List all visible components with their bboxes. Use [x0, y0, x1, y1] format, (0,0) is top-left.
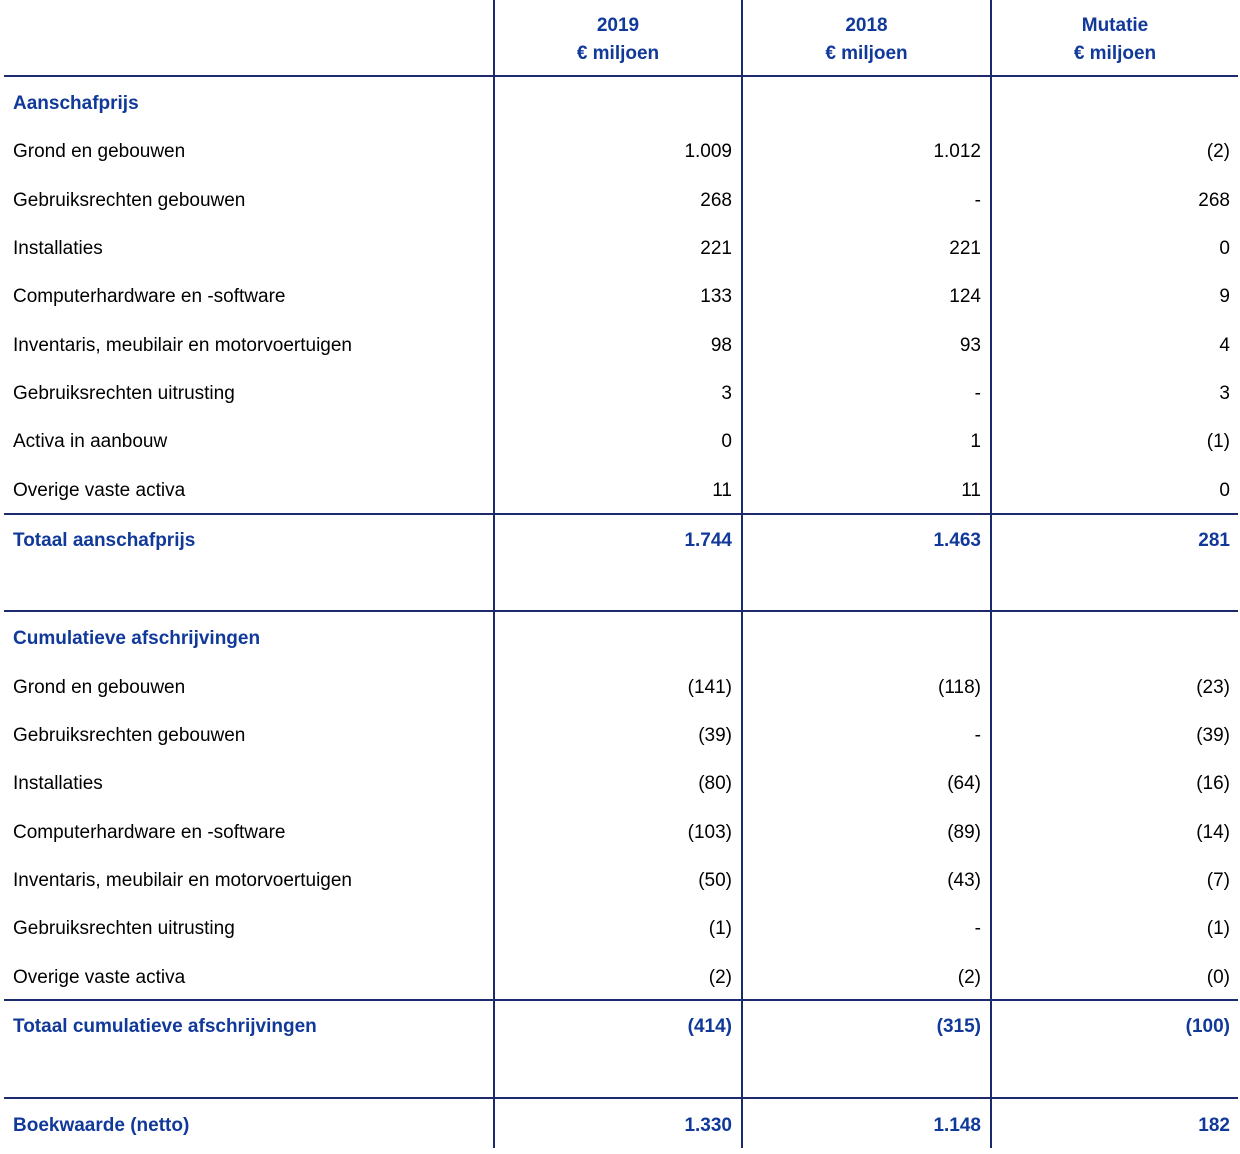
value-2018: - [974, 190, 981, 211]
row-label: Gebruiksrechten gebouwen [13, 725, 246, 746]
value-mutatie: 0 [1219, 480, 1230, 501]
row-label: Installaties [13, 238, 103, 259]
row-label: Gebruiksrechten gebouwen [13, 190, 246, 211]
total-2018: (315) [936, 1016, 981, 1037]
total-2019: (414) [687, 1016, 732, 1037]
row-label: Inventaris, meubilair en motorvoertuigen [13, 335, 353, 356]
column-divider-1 [493, 0, 495, 1148]
header-mutatie: Mutatie € miljoen [992, 12, 1238, 68]
row-label: Computerhardware en -software [13, 286, 286, 307]
row-label: Gebruiksrechten uitrusting [13, 918, 235, 939]
row-label: Overige vaste activa [13, 967, 186, 988]
column-divider-3 [990, 0, 992, 1148]
row-label: Gebruiksrechten uitrusting [13, 383, 235, 404]
boekwaarde-2018: 1.148 [933, 1115, 981, 1136]
value-2019: 98 [710, 335, 732, 356]
header-2018: 2018 € miljoen [743, 12, 990, 68]
row-label: Grond en gebouwen [13, 141, 186, 162]
value-mutatie: (2) [1206, 141, 1230, 162]
value-2018: 1.012 [933, 141, 981, 162]
value-mutatie: (14) [1196, 822, 1230, 843]
value-mutatie: 3 [1219, 383, 1230, 404]
section2-total-rule [4, 999, 1238, 1001]
header-mutatie-label: Mutatie [1081, 15, 1149, 36]
boekwaarde-label: Boekwaarde (netto) [13, 1115, 190, 1136]
header-mutatie-unit: € miljoen [1073, 43, 1157, 64]
row-label: Overige vaste activa [13, 480, 186, 501]
value-2018: - [974, 725, 981, 746]
value-2019: (1) [708, 918, 732, 939]
row-label: Computerhardware en -software [13, 822, 286, 843]
value-mutatie: 0 [1219, 238, 1230, 259]
column-divider-2 [741, 0, 743, 1148]
header-2019: 2019 € miljoen [495, 12, 741, 68]
value-2019: 221 [700, 238, 732, 259]
value-mutatie: (1) [1206, 918, 1230, 939]
total-2019: 1.744 [684, 530, 732, 551]
value-2018: 124 [949, 286, 981, 307]
value-2019: 11 [712, 480, 732, 501]
total-label: Totaal aanschafprijs [13, 530, 196, 551]
value-2018: 93 [959, 335, 981, 356]
value-mutatie: 9 [1219, 286, 1230, 307]
value-2018: 11 [961, 480, 981, 501]
value-2019: 1.009 [684, 141, 732, 162]
total-mutatie: (100) [1185, 1016, 1230, 1037]
value-mutatie: (16) [1196, 773, 1230, 794]
value-mutatie: (39) [1196, 725, 1230, 746]
value-2018: - [974, 918, 981, 939]
header-rule [4, 75, 1238, 77]
total-label: Totaal cumulatieve afschrijvingen [13, 1016, 317, 1037]
section1-total-rule [4, 513, 1238, 515]
value-mutatie: (7) [1206, 870, 1230, 891]
value-mutatie: 268 [1198, 190, 1230, 211]
row-label: Grond en gebouwen [13, 677, 186, 698]
header-2019-year: 2019 [596, 15, 640, 36]
row-label: Inventaris, meubilair en motorvoertuigen [13, 870, 353, 891]
section2-top-rule [4, 610, 1238, 612]
value-2018: (64) [947, 773, 981, 794]
value-2018: (118) [938, 677, 981, 698]
value-2019: (103) [687, 822, 732, 843]
value-2019: (50) [698, 870, 732, 891]
total-2018: 1.463 [933, 530, 981, 551]
boekwaarde-mutatie: 182 [1198, 1115, 1230, 1136]
section-title-aanschafprijs: Aanschafprijs [13, 93, 139, 114]
value-2019: (39) [698, 725, 732, 746]
value-2018: (2) [957, 967, 981, 988]
value-2018: 221 [949, 238, 981, 259]
value-2019: 268 [700, 190, 732, 211]
row-label: Installaties [13, 773, 103, 794]
value-mutatie: 4 [1219, 335, 1230, 356]
value-2019: 3 [721, 383, 732, 404]
boekwaarde-rule [4, 1097, 1238, 1099]
value-mutatie: (0) [1206, 967, 1230, 988]
section-title-cumulatieve-afschrijvingen: Cumulatieve afschrijvingen [13, 628, 261, 649]
value-2019: 0 [721, 431, 732, 452]
value-2019: (141) [687, 677, 732, 698]
value-2019: 133 [700, 286, 732, 307]
header-2018-year: 2018 [845, 15, 888, 36]
boekwaarde-2019: 1.330 [684, 1115, 732, 1136]
value-2018: - [974, 383, 981, 404]
row-label: Activa in aanbouw [13, 431, 168, 452]
value-2019: (80) [698, 773, 732, 794]
header-2018-unit: € miljoen [825, 43, 908, 64]
value-mutatie: (1) [1206, 431, 1230, 452]
value-2018: (89) [947, 822, 981, 843]
value-mutatie: (23) [1196, 677, 1230, 698]
value-2019: (2) [708, 967, 732, 988]
header-2019-unit: € miljoen [576, 43, 660, 64]
value-2018: 1 [970, 431, 981, 452]
total-mutatie: 281 [1198, 530, 1230, 551]
value-2018: (43) [947, 870, 981, 891]
